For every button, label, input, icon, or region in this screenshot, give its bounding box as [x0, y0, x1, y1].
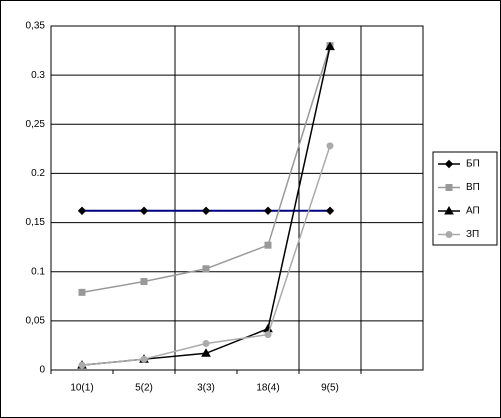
y-tick-label: 0.1 [31, 266, 45, 277]
y-tick-label: 0,25 [26, 119, 46, 130]
y-tick-label: 0.3 [31, 70, 45, 81]
legend-label: ЗП [466, 229, 479, 240]
data-point [326, 142, 334, 150]
data-point [202, 265, 210, 273]
data-point [140, 278, 148, 286]
data-point [201, 206, 211, 215]
y-tick-label: 0,05 [26, 315, 46, 326]
legend-marker [444, 159, 454, 169]
plot-area [51, 26, 423, 370]
data-point [140, 355, 148, 363]
legend-marker [445, 231, 453, 238]
legend-marker [444, 205, 454, 215]
x-tick-label: 5(2) [135, 383, 153, 394]
data-point [264, 241, 272, 249]
legend-label: АП [466, 206, 480, 217]
data-point [78, 361, 86, 369]
x-tick-label: 9(5) [321, 383, 339, 394]
data-point [78, 288, 86, 296]
legend-marker [445, 184, 453, 191]
data-point [201, 348, 211, 357]
y-tick-label: 0,35 [26, 21, 46, 32]
legend-box [432, 151, 498, 246]
data-point [77, 206, 87, 215]
data-point [325, 41, 335, 51]
data-point [202, 339, 210, 347]
legend-label: БП [466, 159, 480, 170]
x-tick-label: 18(4) [256, 383, 279, 394]
x-tick-label: 10(1) [70, 383, 93, 394]
data-point [139, 206, 149, 215]
y-tick-label: 0,15 [26, 217, 46, 228]
y-tick-label: 0 [39, 365, 45, 376]
data-point [325, 206, 335, 215]
legend-label: ВП [466, 182, 480, 193]
x-tick-label: 3(3) [197, 383, 215, 394]
data-point [264, 331, 272, 339]
data-point [263, 206, 273, 215]
y-tick-label: 0.2 [31, 168, 45, 179]
